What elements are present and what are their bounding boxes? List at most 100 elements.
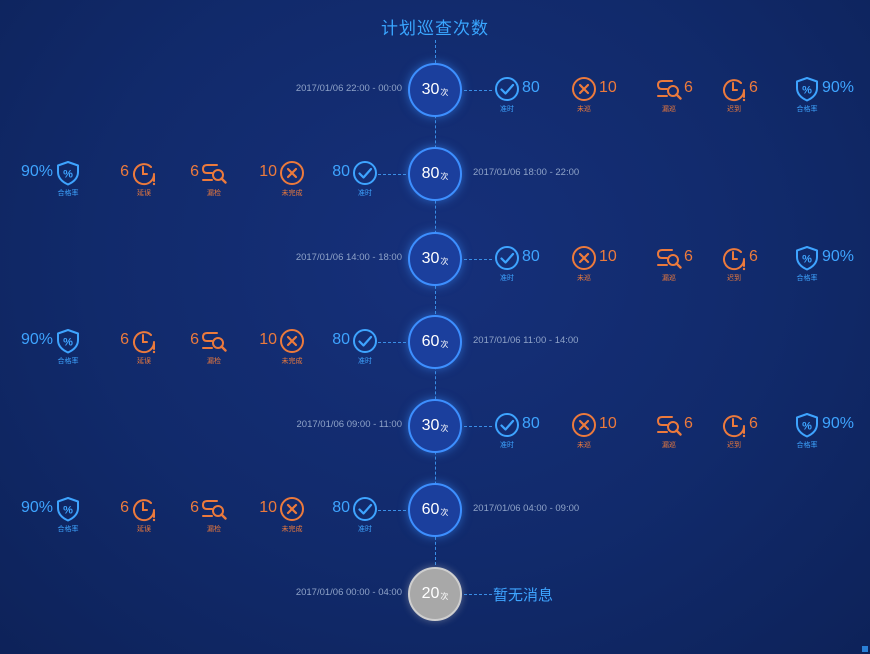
count-node[interactable]: 20 次: [408, 567, 462, 621]
stat-rate[interactable]: % 90% 合格率: [794, 412, 854, 452]
stat-ontime[interactable]: 80 准时: [494, 412, 540, 452]
stat-late[interactable]: 6 延误: [120, 160, 157, 200]
stat-value: 80: [522, 415, 540, 432]
stat-rate[interactable]: % 90% 合格率: [794, 245, 854, 285]
clock-alert-icon: [131, 496, 157, 522]
stat-late[interactable]: 6 迟到: [721, 245, 758, 285]
count-value: 30: [421, 250, 440, 267]
connector-line: [464, 426, 492, 427]
stat-value: 6: [120, 331, 129, 348]
count-value: 20: [421, 585, 440, 602]
stat-label: 漏检: [207, 526, 221, 533]
x-circle-icon: [279, 328, 305, 354]
timeline-row: 20 次 2017/01/06 00:00 - 04:00 暂无消息: [0, 567, 870, 623]
stat-ontime[interactable]: 80 准时: [332, 328, 378, 368]
stat-late[interactable]: 6 迟到: [721, 76, 758, 116]
stat-value: 90%: [20, 331, 53, 348]
stat-value: 90%: [822, 248, 855, 265]
stat-value: 6: [190, 331, 199, 348]
stat-label: 准时: [500, 275, 514, 282]
time-range: 2017/01/06 14:00 - 18:00: [295, 252, 402, 263]
stat-miss[interactable]: 10 未完成: [259, 328, 305, 368]
check-circle-icon: [352, 328, 378, 354]
connector-line: [378, 510, 406, 511]
stat-ontime[interactable]: 80 准时: [332, 496, 378, 536]
stat-rate[interactable]: % 90% 合格率: [21, 496, 81, 536]
time-range: 2017/01/06 18:00 - 22:00: [473, 167, 580, 178]
stat-late[interactable]: 6 迟到: [721, 412, 758, 452]
count-unit: 次: [440, 172, 449, 181]
x-circle-icon: [571, 245, 597, 271]
stat-label: 未完成: [281, 358, 303, 365]
count-unit: 次: [440, 592, 449, 601]
connector-line: [464, 90, 492, 91]
timeline-row: 60 次 2017/01/06 04:00 - 09:00 80 准时 10 未完成 6 漏检 6…: [0, 483, 870, 539]
svg-text:%: %: [63, 337, 73, 349]
stat-value: 10: [259, 163, 277, 180]
stat-skip[interactable]: 6 漏检: [190, 328, 227, 368]
shield-percent-icon: %: [794, 245, 820, 271]
stat-label: 延误: [137, 526, 151, 533]
shield-percent-icon: %: [794, 76, 820, 102]
timeline-row: 60 次 2017/01/06 11:00 - 14:00 80 准时 10 未完成 6 漏检 6…: [0, 315, 870, 371]
stat-value: 6: [749, 415, 758, 432]
page-title: 计划巡查次数: [381, 19, 489, 38]
stat-late[interactable]: 6 延误: [120, 496, 157, 536]
stat-miss[interactable]: 10 未巡: [571, 76, 617, 116]
stat-label: 迟到: [727, 106, 741, 113]
stat-label: 未巡: [577, 106, 591, 113]
count-node[interactable]: 60 次: [408, 483, 462, 537]
count-unit: 次: [440, 88, 449, 97]
stat-skip[interactable]: 6 漏检: [190, 496, 227, 536]
shield-percent-icon: %: [55, 328, 81, 354]
stat-label: 准时: [358, 358, 372, 365]
stat-label: 合格率: [57, 526, 79, 533]
stat-value: 6: [120, 163, 129, 180]
clock-alert-icon: [721, 245, 747, 271]
count-node[interactable]: 80 次: [408, 147, 462, 201]
stat-ontime[interactable]: 80 准时: [332, 160, 378, 200]
stat-label: 准时: [358, 190, 372, 197]
stat-miss[interactable]: 10 未完成: [259, 160, 305, 200]
stat-skip[interactable]: 6 漏检: [190, 160, 227, 200]
time-range: 2017/01/06 09:00 - 11:00: [296, 419, 402, 430]
stat-label: 未巡: [577, 442, 591, 449]
clock-alert-icon: [721, 76, 747, 102]
count-node[interactable]: 60 次: [408, 315, 462, 369]
stat-label: 漏检: [207, 190, 221, 197]
x-circle-icon: [571, 76, 597, 102]
stat-value: 10: [259, 499, 277, 516]
stat-value: 10: [599, 248, 617, 265]
stat-value: 6: [684, 79, 693, 96]
stat-value: 6: [190, 163, 199, 180]
stat-late[interactable]: 6 延误: [120, 328, 157, 368]
timeline-row: 30 次 2017/01/06 09:00 - 11:00 80 准时 10 未巡 6 漏巡 6 迟…: [0, 399, 870, 455]
stat-rate[interactable]: % 90% 合格率: [794, 76, 854, 116]
count-node[interactable]: 30 次: [408, 399, 462, 453]
stat-miss[interactable]: 10 未巡: [571, 412, 617, 452]
stat-rate[interactable]: % 90% 合格率: [21, 160, 81, 200]
stat-value: 90%: [822, 415, 855, 432]
count-node[interactable]: 30 次: [408, 63, 462, 117]
check-circle-icon: [494, 76, 520, 102]
svg-text:%: %: [63, 505, 73, 517]
check-circle-icon: [352, 160, 378, 186]
count-node[interactable]: 30 次: [408, 232, 462, 286]
stat-skip[interactable]: 6 漏巡: [656, 76, 693, 116]
stat-label: 漏巡: [662, 442, 676, 449]
connector-line: [378, 342, 406, 343]
count-value: 80: [421, 165, 440, 182]
stat-value: 90%: [20, 163, 53, 180]
check-circle-icon: [352, 496, 378, 522]
stat-value: 6: [749, 79, 758, 96]
x-circle-icon: [279, 160, 305, 186]
x-circle-icon: [571, 412, 597, 438]
timeline-row: 30 次 2017/01/06 22:00 - 00:00 80 准时 10 未巡 6 漏巡 6 迟…: [0, 63, 870, 119]
stat-skip[interactable]: 6 漏巡: [656, 245, 693, 285]
stat-ontime[interactable]: 80 准时: [494, 76, 540, 116]
stat-ontime[interactable]: 80 准时: [494, 245, 540, 285]
stat-skip[interactable]: 6 漏巡: [656, 412, 693, 452]
stat-miss[interactable]: 10 未巡: [571, 245, 617, 285]
stat-rate[interactable]: % 90% 合格率: [21, 328, 81, 368]
stat-miss[interactable]: 10 未完成: [259, 496, 305, 536]
